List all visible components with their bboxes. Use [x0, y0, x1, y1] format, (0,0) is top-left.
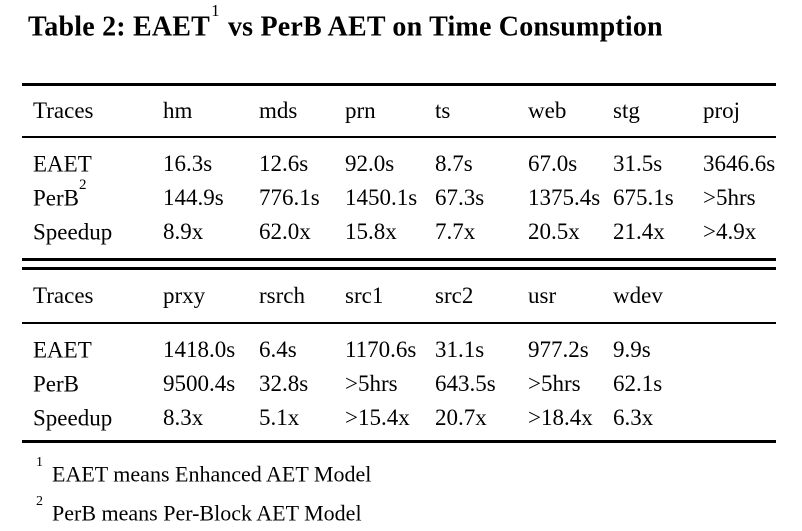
- table2-header-rule: [22, 322, 776, 324]
- table-row-speedup: Speedup 8.9x 62.0x 15.8x 7.7x 20.5x 21.4…: [22, 215, 776, 249]
- table-cell: 31.5s: [613, 151, 663, 176]
- column-header: Traces: [33, 283, 94, 308]
- column-header: proj: [703, 98, 741, 123]
- spacer: [22, 138, 776, 147]
- column-header: Traces: [33, 98, 94, 123]
- caption-text: Table 2: EAET: [28, 11, 211, 43]
- column-header: web: [528, 98, 567, 123]
- footnote-marker: 1: [36, 455, 43, 470]
- table-cell: 21.4x: [613, 219, 665, 244]
- table-cell: 16.3s: [163, 151, 213, 176]
- column-header: prn: [345, 98, 376, 123]
- row-label-sup: 2: [79, 176, 87, 193]
- spacer: [22, 249, 776, 258]
- table-cell: 9.9s: [613, 337, 651, 362]
- table-caption: Table 2: EAET1 vs PerB AET on Time Consu…: [28, 1, 663, 43]
- table1-header-row: Traces hm mds prn ts web stg proj: [22, 86, 776, 136]
- table-cell: 62.1s: [613, 371, 663, 396]
- table-top-rule: [22, 83, 776, 86]
- table-cell: >15.4x: [345, 405, 410, 430]
- table-row-speedup: Speedup 8.3x 5.1x >15.4x 20.7x >18.4x 6.…: [22, 401, 776, 435]
- row-label: Speedup: [33, 405, 113, 431]
- table-cell: 144.9s: [163, 185, 224, 210]
- footnote: 2 PerB means Per-Block AET Model: [36, 491, 776, 530]
- spacer: [22, 324, 776, 333]
- table-footnotes: 1 EAET means Enhanced AET Model 2 PerB mea…: [22, 452, 776, 531]
- column-header: mds: [259, 98, 298, 123]
- footnote-marker: 2: [36, 494, 43, 510]
- row-label: Speedup: [33, 219, 113, 245]
- table-cell: 62.0x: [259, 219, 311, 244]
- table-cell: 9500.4s: [163, 371, 236, 396]
- column-header: usr: [528, 283, 557, 308]
- table-cell: 1418.0s: [163, 337, 236, 362]
- table-cell: >18.4x: [528, 405, 593, 430]
- table-cell: 31.1s: [435, 337, 485, 362]
- table-cell: 675.1s: [613, 185, 674, 210]
- table-cell: 8.3x: [163, 405, 204, 430]
- table-cell: 67.0s: [528, 151, 578, 176]
- table-cell: 8.9x: [163, 219, 204, 244]
- table2-header-row: Traces prxy rsrch src1 src2 usr wdev: [22, 270, 776, 322]
- table1-header-rule: [22, 136, 776, 138]
- double-rule-bottom: [22, 267, 776, 270]
- table-cell: 977.2s: [528, 337, 589, 362]
- table-cell: 32.8s: [259, 371, 309, 396]
- table-cell: 1375.4s: [528, 185, 601, 210]
- caption-text-suffix: vs PerB AET on Time Consumption: [220, 11, 663, 43]
- double-rule-top: [22, 258, 776, 261]
- table-cell: 67.3s: [435, 185, 485, 210]
- column-header: stg: [613, 98, 640, 123]
- table-cell: 1170.6s: [345, 337, 417, 362]
- column-header: wdev: [613, 283, 663, 308]
- table-row-perb: PerB2 144.9s 776.1s 1450.1s 67.3s 1375.4…: [22, 176, 776, 215]
- row-label: EAET: [33, 337, 92, 363]
- table-cell: 20.7x: [435, 405, 487, 430]
- table-cell: 3646.6s: [703, 151, 776, 176]
- table-cell: 643.5s: [435, 371, 496, 396]
- table-cell: 20.5x: [528, 219, 580, 244]
- table-cell: 7.7x: [435, 219, 476, 244]
- table-cell: 5.1x: [259, 405, 300, 430]
- table-cell: 8.7s: [435, 151, 473, 176]
- table-cell: 6.4s: [259, 337, 297, 362]
- footnote-text: PerB means Per-Block AET Model: [52, 500, 362, 526]
- table-cell: 1450.1s: [345, 185, 418, 210]
- column-header: hm: [163, 98, 193, 123]
- row-label: PerB2: [33, 176, 87, 211]
- table-row-perb: PerB 9500.4s 32.8s >5hrs 643.5s >5hrs 62…: [22, 367, 776, 401]
- footnote-text: EAET means Enhanced AET Model: [52, 461, 372, 487]
- table-row-eaet: EAET 16.3s 12.6s 92.0s 8.7s 67.0s 31.5s …: [22, 147, 776, 181]
- table-cell: >5hrs: [528, 371, 581, 396]
- column-header: rsrch: [259, 283, 305, 308]
- table-cell: >4.9x: [703, 219, 757, 244]
- table-cell: 92.0s: [345, 151, 395, 176]
- table-cell: >5hrs: [345, 371, 398, 396]
- table-cell: >5hrs: [703, 185, 756, 210]
- column-header: ts: [435, 98, 451, 123]
- table-bottom-rule: [22, 440, 776, 443]
- table-row-eaet: EAET 1418.0s 6.4s 1170.6s 31.1s 977.2s 9…: [22, 333, 776, 367]
- time-consumption-table: Traces hm mds prn ts web stg proj EAET 1…: [22, 83, 776, 531]
- table-cell: 6.3x: [613, 405, 654, 430]
- column-header: src1: [345, 283, 384, 308]
- footnote: 1 EAET means Enhanced AET Model: [36, 452, 776, 491]
- table-cell: 12.6s: [259, 151, 309, 176]
- table-cell: 15.8x: [345, 219, 397, 244]
- row-label: PerB: [33, 371, 79, 397]
- caption-footnote-marker: 1: [211, 1, 220, 20]
- column-header: src2: [435, 283, 474, 308]
- column-header: prxy: [163, 283, 206, 308]
- row-label: EAET: [33, 151, 92, 177]
- table-cell: 776.1s: [259, 185, 320, 210]
